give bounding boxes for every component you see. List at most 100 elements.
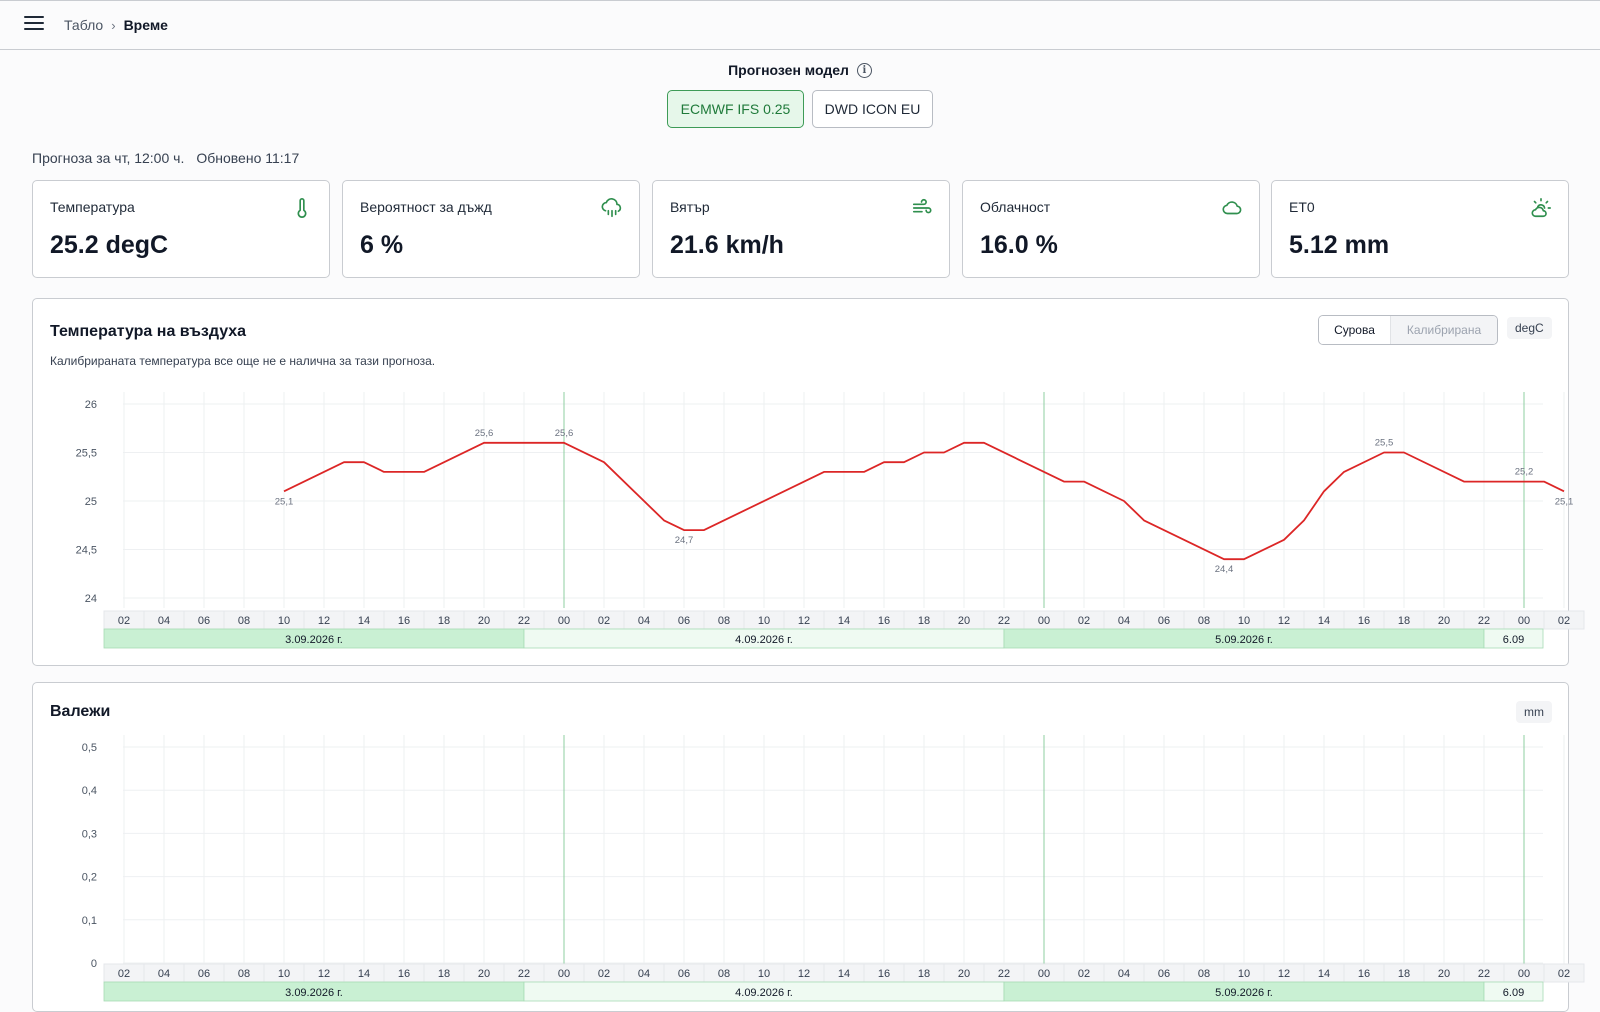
x-tick-label: 04	[1118, 615, 1130, 627]
x-tick-label: 04	[638, 968, 650, 980]
y-tick-label: 24,5	[76, 545, 97, 557]
x-tick-label: 18	[438, 615, 450, 627]
card-value: 25.2 degC	[50, 231, 169, 259]
x-tick-label: 06	[678, 615, 690, 627]
info-icon[interactable]: i	[856, 62, 872, 78]
data-label: 25,5	[1375, 438, 1394, 449]
card-value: 21.6 km/h	[670, 231, 784, 259]
model-dwd-button[interactable]: DWD ICON EU	[812, 90, 933, 128]
hamburger-menu-icon[interactable]	[24, 16, 44, 34]
unit-badge: degC	[1507, 317, 1552, 339]
updated-time-text: Обновено 11:17	[196, 150, 300, 166]
x-tick-label: 20	[958, 968, 970, 980]
x-tick-label: 16	[398, 615, 410, 627]
x-tick-label: 00	[558, 968, 570, 980]
data-label: 25,1	[1555, 496, 1574, 507]
x-tick-label: 16	[398, 968, 410, 980]
x-tick-label: 22	[518, 615, 530, 627]
day-band-label: 4.09.2026 г.	[735, 987, 793, 999]
metric-card-cloud-cover: Облачност 16.0 %	[962, 180, 1260, 278]
x-tick-label: 22	[1478, 615, 1490, 627]
x-tick-label: 00	[1038, 615, 1050, 627]
model-ecmwf-button[interactable]: ECMWF IFS 0.25	[667, 90, 804, 128]
day-band-label: 3.09.2026 г.	[285, 987, 343, 999]
y-tick-label: 0,4	[82, 785, 97, 797]
x-tick-label: 08	[238, 615, 250, 627]
x-tick-label: 10	[758, 615, 770, 627]
x-tick-label: 22	[998, 615, 1010, 627]
x-tick-label: 12	[318, 968, 330, 980]
panel-title: Температура на въздуха	[50, 323, 247, 340]
x-tick-label: 16	[1358, 615, 1370, 627]
y-tick-label: 25,5	[76, 448, 97, 460]
card-title: Облачност	[980, 199, 1051, 215]
data-label: 25,6	[555, 428, 574, 439]
x-tick-label: 18	[918, 615, 930, 627]
x-tick-label: 02	[118, 615, 130, 627]
x-tick-label: 14	[1318, 615, 1330, 627]
x-tick-label: 10	[1238, 615, 1250, 627]
x-tick-label: 12	[798, 615, 810, 627]
x-tick-cell	[1543, 610, 1585, 630]
data-label: 24,7	[675, 535, 694, 546]
toggle-calibrated[interactable]: Калибрирана	[1391, 316, 1497, 344]
forecast-info: Прогноза за чт, 12:00 ч. Обновено 11:17	[32, 150, 299, 166]
x-tick-label: 02	[1558, 968, 1570, 980]
data-label: 25,1	[275, 496, 294, 507]
y-tick-label: 25	[85, 496, 97, 508]
x-tick-label: 20	[1438, 968, 1450, 980]
x-tick-label: 02	[598, 968, 610, 980]
x-tick-label: 10	[758, 968, 770, 980]
toggle-raw[interactable]: Сурова	[1319, 316, 1391, 344]
breadcrumb-current: Време	[123, 17, 168, 33]
day-band-label: 3.09.2026 г.	[285, 634, 343, 646]
day-band	[1483, 628, 1544, 649]
x-tick-label: 06	[198, 968, 210, 980]
x-tick-label: 22	[1478, 968, 1490, 980]
metric-card-et0: ET0 5.12 mm	[1271, 180, 1569, 278]
x-tick-label: 14	[838, 968, 850, 980]
thermometer-icon	[297, 198, 307, 218]
x-tick-label: 00	[558, 615, 570, 627]
day-band-label: 5.09.2026 г.	[1215, 987, 1273, 999]
raw-calibrated-toggle: Сурова Калибрирана	[1318, 315, 1498, 345]
x-tick-label: 20	[1438, 615, 1450, 627]
x-tick-label: 00	[1518, 968, 1530, 980]
rain-cloud-icon	[601, 198, 622, 218]
model-selector-label: Прогнозен модел	[728, 62, 849, 78]
metric-card-temperature: Температура 25.2 degC	[32, 180, 330, 278]
x-tick-label: 06	[1158, 615, 1170, 627]
x-tick-label: 16	[878, 968, 890, 980]
card-value: 16.0 %	[980, 231, 1058, 259]
wind-icon	[912, 198, 932, 214]
data-label: 25,6	[475, 428, 494, 439]
x-tick-label: 04	[158, 615, 170, 627]
y-tick-label: 26	[85, 399, 97, 411]
card-title: Вятър	[670, 199, 710, 215]
x-tick-label: 18	[438, 968, 450, 980]
day-band-label: 5.09.2026 г.	[1215, 634, 1273, 646]
x-tick-label: 18	[918, 968, 930, 980]
x-tick-label: 20	[958, 615, 970, 627]
x-tick-label: 14	[838, 615, 850, 627]
day-band-label: 4.09.2026 г.	[735, 634, 793, 646]
panel-subtitle: Калибрираната температура все още не е н…	[50, 354, 436, 368]
data-label: 24,4	[1215, 564, 1234, 575]
y-tick-label: 0	[91, 958, 97, 970]
x-tick-label: 10	[278, 615, 290, 627]
sun-cloud-icon	[1531, 198, 1551, 218]
cloud-icon	[1222, 201, 1242, 215]
x-tick-label: 02	[1078, 615, 1090, 627]
breadcrumb: Табло › Време	[64, 17, 168, 33]
card-title: Вероятност за дъжд	[360, 199, 492, 215]
breadcrumb-dashboard-link[interactable]: Табло	[64, 17, 104, 33]
temperature-series-line	[283, 441, 1565, 561]
forecast-time-text: Прогноза за чт, 12:00 ч.	[32, 150, 185, 166]
x-tick-label: 00	[1038, 968, 1050, 980]
x-tick-cell	[1543, 963, 1585, 983]
x-tick-label: 20	[478, 968, 490, 980]
y-tick-label: 0,5	[82, 742, 97, 754]
x-tick-label: 04	[638, 615, 650, 627]
